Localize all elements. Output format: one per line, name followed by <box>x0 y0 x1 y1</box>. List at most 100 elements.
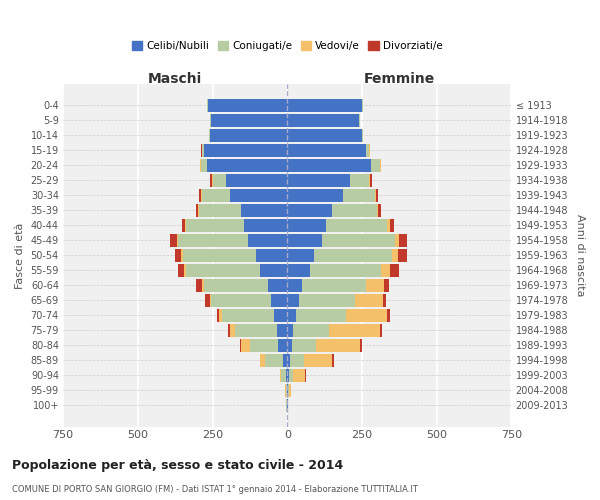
Bar <box>287 144 367 156</box>
Bar <box>376 190 378 202</box>
Bar <box>371 160 380 172</box>
Bar <box>226 174 287 186</box>
Bar <box>299 294 355 306</box>
Bar <box>217 310 218 322</box>
Bar <box>199 204 241 216</box>
Bar <box>202 190 230 202</box>
Bar <box>314 250 392 262</box>
Bar <box>390 220 394 232</box>
Bar <box>278 340 287 351</box>
Bar <box>296 310 346 322</box>
Bar <box>241 204 287 216</box>
Bar <box>362 130 364 141</box>
Bar <box>199 190 202 202</box>
Bar <box>274 310 287 322</box>
Bar <box>288 384 289 396</box>
Y-axis label: Anni di nascita: Anni di nascita <box>575 214 585 296</box>
Bar <box>265 354 283 366</box>
Bar <box>287 310 296 322</box>
Bar <box>182 250 256 262</box>
Bar <box>178 264 184 276</box>
Bar <box>281 370 286 382</box>
Bar <box>287 190 343 202</box>
Bar <box>391 264 400 276</box>
Bar <box>235 324 277 336</box>
Bar <box>287 340 292 351</box>
Bar <box>196 280 202 291</box>
Bar <box>202 144 203 156</box>
Bar <box>248 234 287 246</box>
Bar <box>395 234 400 246</box>
Bar <box>293 324 329 336</box>
Bar <box>230 324 235 336</box>
Bar <box>287 370 289 382</box>
Bar <box>286 384 287 396</box>
Bar <box>385 280 389 291</box>
Bar <box>206 160 287 172</box>
Bar <box>228 324 230 336</box>
Bar <box>289 384 290 396</box>
Bar <box>280 370 281 382</box>
Bar <box>203 144 287 156</box>
Bar <box>370 174 371 186</box>
Bar <box>326 220 388 232</box>
Bar <box>202 280 203 291</box>
Bar <box>221 310 274 322</box>
Bar <box>355 294 383 306</box>
Bar <box>256 250 287 262</box>
Bar <box>205 294 209 306</box>
Bar <box>290 354 304 366</box>
Bar <box>260 354 265 366</box>
Bar <box>203 280 268 291</box>
Bar <box>302 280 367 291</box>
Bar <box>181 250 182 262</box>
Bar <box>268 280 287 291</box>
Bar <box>260 264 287 276</box>
Bar <box>367 280 385 291</box>
Bar <box>332 354 334 366</box>
Bar <box>392 250 398 262</box>
Bar <box>292 340 316 351</box>
Bar <box>211 114 287 126</box>
Bar <box>177 234 178 246</box>
Bar <box>170 234 177 246</box>
Bar <box>380 324 382 336</box>
Bar <box>322 234 395 246</box>
Bar <box>175 250 181 262</box>
Bar <box>208 100 287 112</box>
Bar <box>287 280 302 291</box>
Bar <box>182 220 185 232</box>
Bar <box>287 250 314 262</box>
Bar <box>286 370 287 382</box>
Bar <box>287 354 290 366</box>
Bar <box>367 144 370 156</box>
Bar <box>287 174 350 186</box>
Bar <box>271 294 287 306</box>
Bar <box>241 340 250 351</box>
Bar <box>343 190 376 202</box>
Bar <box>287 160 371 172</box>
Bar <box>283 354 287 366</box>
Bar <box>287 234 322 246</box>
Bar <box>185 220 244 232</box>
Bar <box>287 384 288 396</box>
Bar <box>287 294 299 306</box>
Text: Femmine: Femmine <box>364 72 435 86</box>
Bar <box>400 234 407 246</box>
Bar <box>287 324 293 336</box>
Bar <box>218 310 221 322</box>
Bar <box>310 264 382 276</box>
Bar <box>287 220 326 232</box>
Bar <box>211 294 271 306</box>
Bar <box>287 130 362 141</box>
Bar <box>398 250 407 262</box>
Bar <box>304 354 332 366</box>
Bar <box>388 310 390 322</box>
Bar <box>212 174 226 186</box>
Text: Popolazione per età, sesso e stato civile - 2014: Popolazione per età, sesso e stato civil… <box>12 460 343 472</box>
Bar <box>388 220 390 232</box>
Bar <box>329 324 380 336</box>
Bar <box>293 370 305 382</box>
Bar <box>316 340 361 351</box>
Bar <box>184 264 185 276</box>
